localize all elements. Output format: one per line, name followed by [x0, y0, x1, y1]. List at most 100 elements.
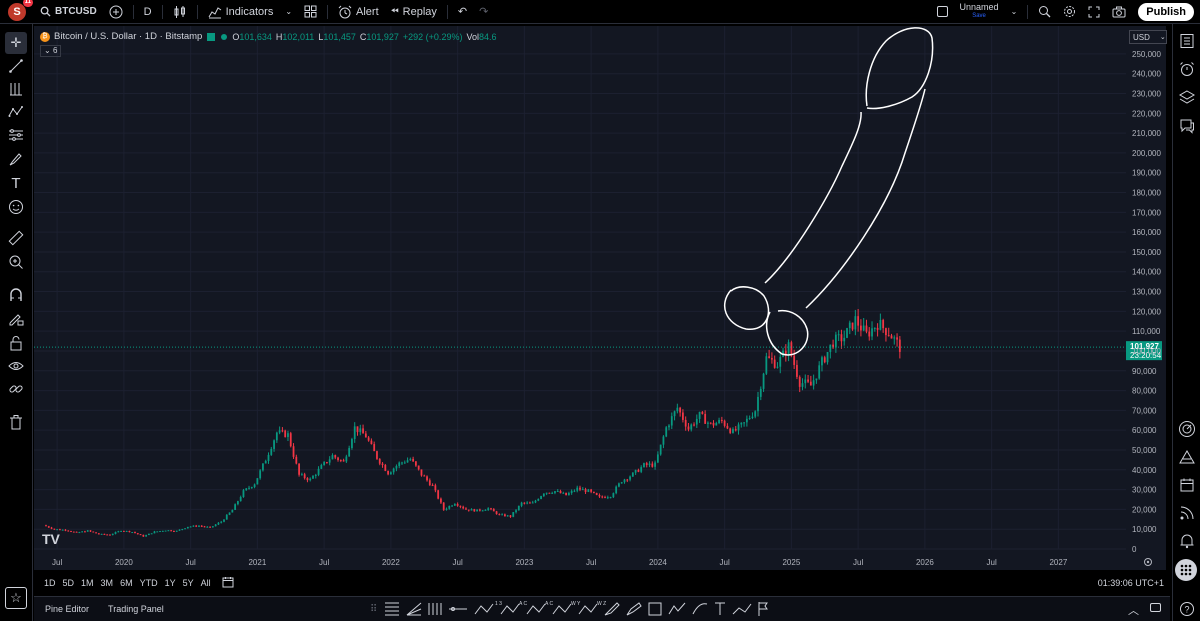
- apps-button[interactable]: [1175, 559, 1197, 581]
- collapse-panel-button[interactable]: ︿: [1128, 605, 1139, 617]
- link-icon: [9, 385, 23, 393]
- range-1d[interactable]: 1D: [44, 578, 56, 588]
- prediction-tool[interactable]: [5, 124, 27, 146]
- fib-tool[interactable]: [5, 78, 27, 100]
- link-tool[interactable]: [5, 378, 27, 400]
- candle-body: [334, 455, 337, 458]
- pine-editor-tab[interactable]: Pine Editor: [45, 604, 90, 614]
- range-all[interactable]: All: [200, 578, 211, 588]
- quick-search-button[interactable]: [1032, 0, 1057, 24]
- user-avatar[interactable]: S 11: [8, 0, 33, 21]
- patterns-tool[interactable]: [5, 101, 27, 123]
- alert-label: Alert: [356, 5, 379, 18]
- candle-body: [317, 468, 320, 475]
- trading-panel-tab[interactable]: Trading Panel: [108, 604, 164, 614]
- calendar-button[interactable]: [1177, 475, 1197, 495]
- compare-symbol-button[interactable]: [103, 0, 129, 24]
- candle-body: [459, 505, 462, 507]
- candle-body: [170, 530, 173, 532]
- settings-button[interactable]: [1057, 0, 1082, 24]
- notifications-button[interactable]: [1177, 531, 1197, 551]
- candle-body: [139, 534, 142, 536]
- candle-body: [206, 526, 209, 528]
- freehand-drawing-tip[interactable]: [865, 27, 934, 110]
- magnet-tool[interactable]: [5, 284, 27, 306]
- range-1m[interactable]: 1M: [81, 578, 94, 588]
- indicators-button[interactable]: Indicators: [202, 0, 280, 24]
- chart-type-button[interactable]: [167, 0, 193, 24]
- alerts-button[interactable]: [1177, 59, 1197, 79]
- candle-body: [634, 469, 637, 473]
- freehand-drawing-shaft-right[interactable]: [805, 88, 926, 309]
- divider: [196, 4, 198, 19]
- candle-body: [815, 378, 818, 381]
- range-ytd[interactable]: YTD: [139, 578, 158, 588]
- goto-date-button[interactable]: [222, 576, 234, 590]
- publish-button[interactable]: Publish: [1138, 2, 1194, 21]
- chats-button[interactable]: [1177, 116, 1197, 136]
- redo-button[interactable]: ↷: [473, 0, 494, 24]
- chart-pane[interactable]: 101,927 23:20:54 250,000 240,000 230,000 220…: [34, 26, 1166, 570]
- time-tick-label: 2024: [649, 558, 667, 567]
- volume-value: 84.6: [478, 31, 497, 42]
- layouts-button[interactable]: [298, 0, 323, 24]
- fullscreen-button[interactable]: [1082, 0, 1106, 24]
- range-5y[interactable]: 5Y: [182, 578, 194, 588]
- chevron-down-icon: ⌄: [44, 46, 51, 55]
- crosshair-tool[interactable]: ✛: [5, 32, 27, 54]
- currency-select[interactable]: USD ⌄: [1129, 30, 1167, 44]
- trend-line-tool[interactable]: [5, 55, 27, 77]
- candle-body: [893, 337, 896, 339]
- lock-drawings-tool[interactable]: [5, 332, 27, 354]
- range-6m[interactable]: 6M: [120, 578, 133, 588]
- watchlist-button[interactable]: [1177, 31, 1197, 51]
- pine-scripts-button[interactable]: [1177, 447, 1197, 467]
- alert-button[interactable]: Alert: [332, 0, 385, 24]
- object-tree-button[interactable]: [1177, 87, 1197, 107]
- range-5d[interactable]: 5D: [62, 578, 75, 588]
- maximize-panel-button[interactable]: [1150, 603, 1161, 612]
- interval-button[interactable]: D: [138, 0, 158, 24]
- price-tick-label: 190,000: [1132, 169, 1161, 178]
- layout-dropdown[interactable]: ⌄: [1005, 0, 1024, 24]
- hide-drawings-tool[interactable]: [5, 355, 27, 377]
- stay-drawing-tool[interactable]: [5, 308, 27, 330]
- favorite-drawing-tools[interactable]: 1 3 A C A C W Y W Z: [383, 600, 803, 618]
- candle-body: [751, 416, 754, 418]
- zoom-tool[interactable]: [5, 251, 27, 273]
- icon-tool[interactable]: [5, 196, 27, 218]
- snapshot-button[interactable]: [1106, 0, 1132, 24]
- freehand-drawing-shaft-left[interactable]: [764, 111, 862, 284]
- symbol-search[interactable]: BTCUSD: [34, 0, 103, 24]
- candle-body: [134, 532, 136, 534]
- ideas-button[interactable]: [1177, 419, 1197, 439]
- layout-checkbox[interactable]: [931, 0, 954, 24]
- freehand-drawing-circle-top[interactable]: [724, 286, 770, 330]
- measure-tool[interactable]: [5, 227, 27, 249]
- range-3m[interactable]: 3M: [100, 578, 114, 588]
- candle-body: [593, 491, 595, 493]
- news-button[interactable]: [1177, 503, 1197, 523]
- replay-button[interactable]: ⏪︎ Replay: [385, 0, 443, 24]
- text-tool[interactable]: T: [5, 172, 27, 194]
- timezone-clock[interactable]: 01:39:06 UTC+1: [1097, 578, 1164, 588]
- undo-button[interactable]: ↶: [452, 0, 473, 24]
- candle-body: [378, 458, 381, 464]
- help-button[interactable]: ?: [1177, 599, 1197, 619]
- freehand-drawing-circle-bottom[interactable]: [766, 309, 809, 356]
- indicators-dropdown[interactable]: ⌄: [279, 0, 298, 24]
- favorites-button[interactable]: ☆: [5, 587, 27, 609]
- candle-body: [225, 514, 228, 520]
- candle-body: [684, 419, 687, 427]
- layout-name-button[interactable]: Unnamed Save: [954, 0, 1005, 24]
- range-1y[interactable]: 1Y: [164, 578, 176, 588]
- right-sidebar: ?: [1172, 24, 1200, 621]
- brush-tool[interactable]: [5, 148, 27, 170]
- smiley-icon: [9, 200, 23, 214]
- drag-handle-icon[interactable]: ⠿: [370, 603, 378, 615]
- candle-body: [181, 528, 184, 530]
- remove-drawings-tool[interactable]: [5, 411, 27, 433]
- indicators-collapse-toggle[interactable]: ⌄ 6: [40, 45, 62, 57]
- crosshair-icon: ✛: [10, 35, 22, 50]
